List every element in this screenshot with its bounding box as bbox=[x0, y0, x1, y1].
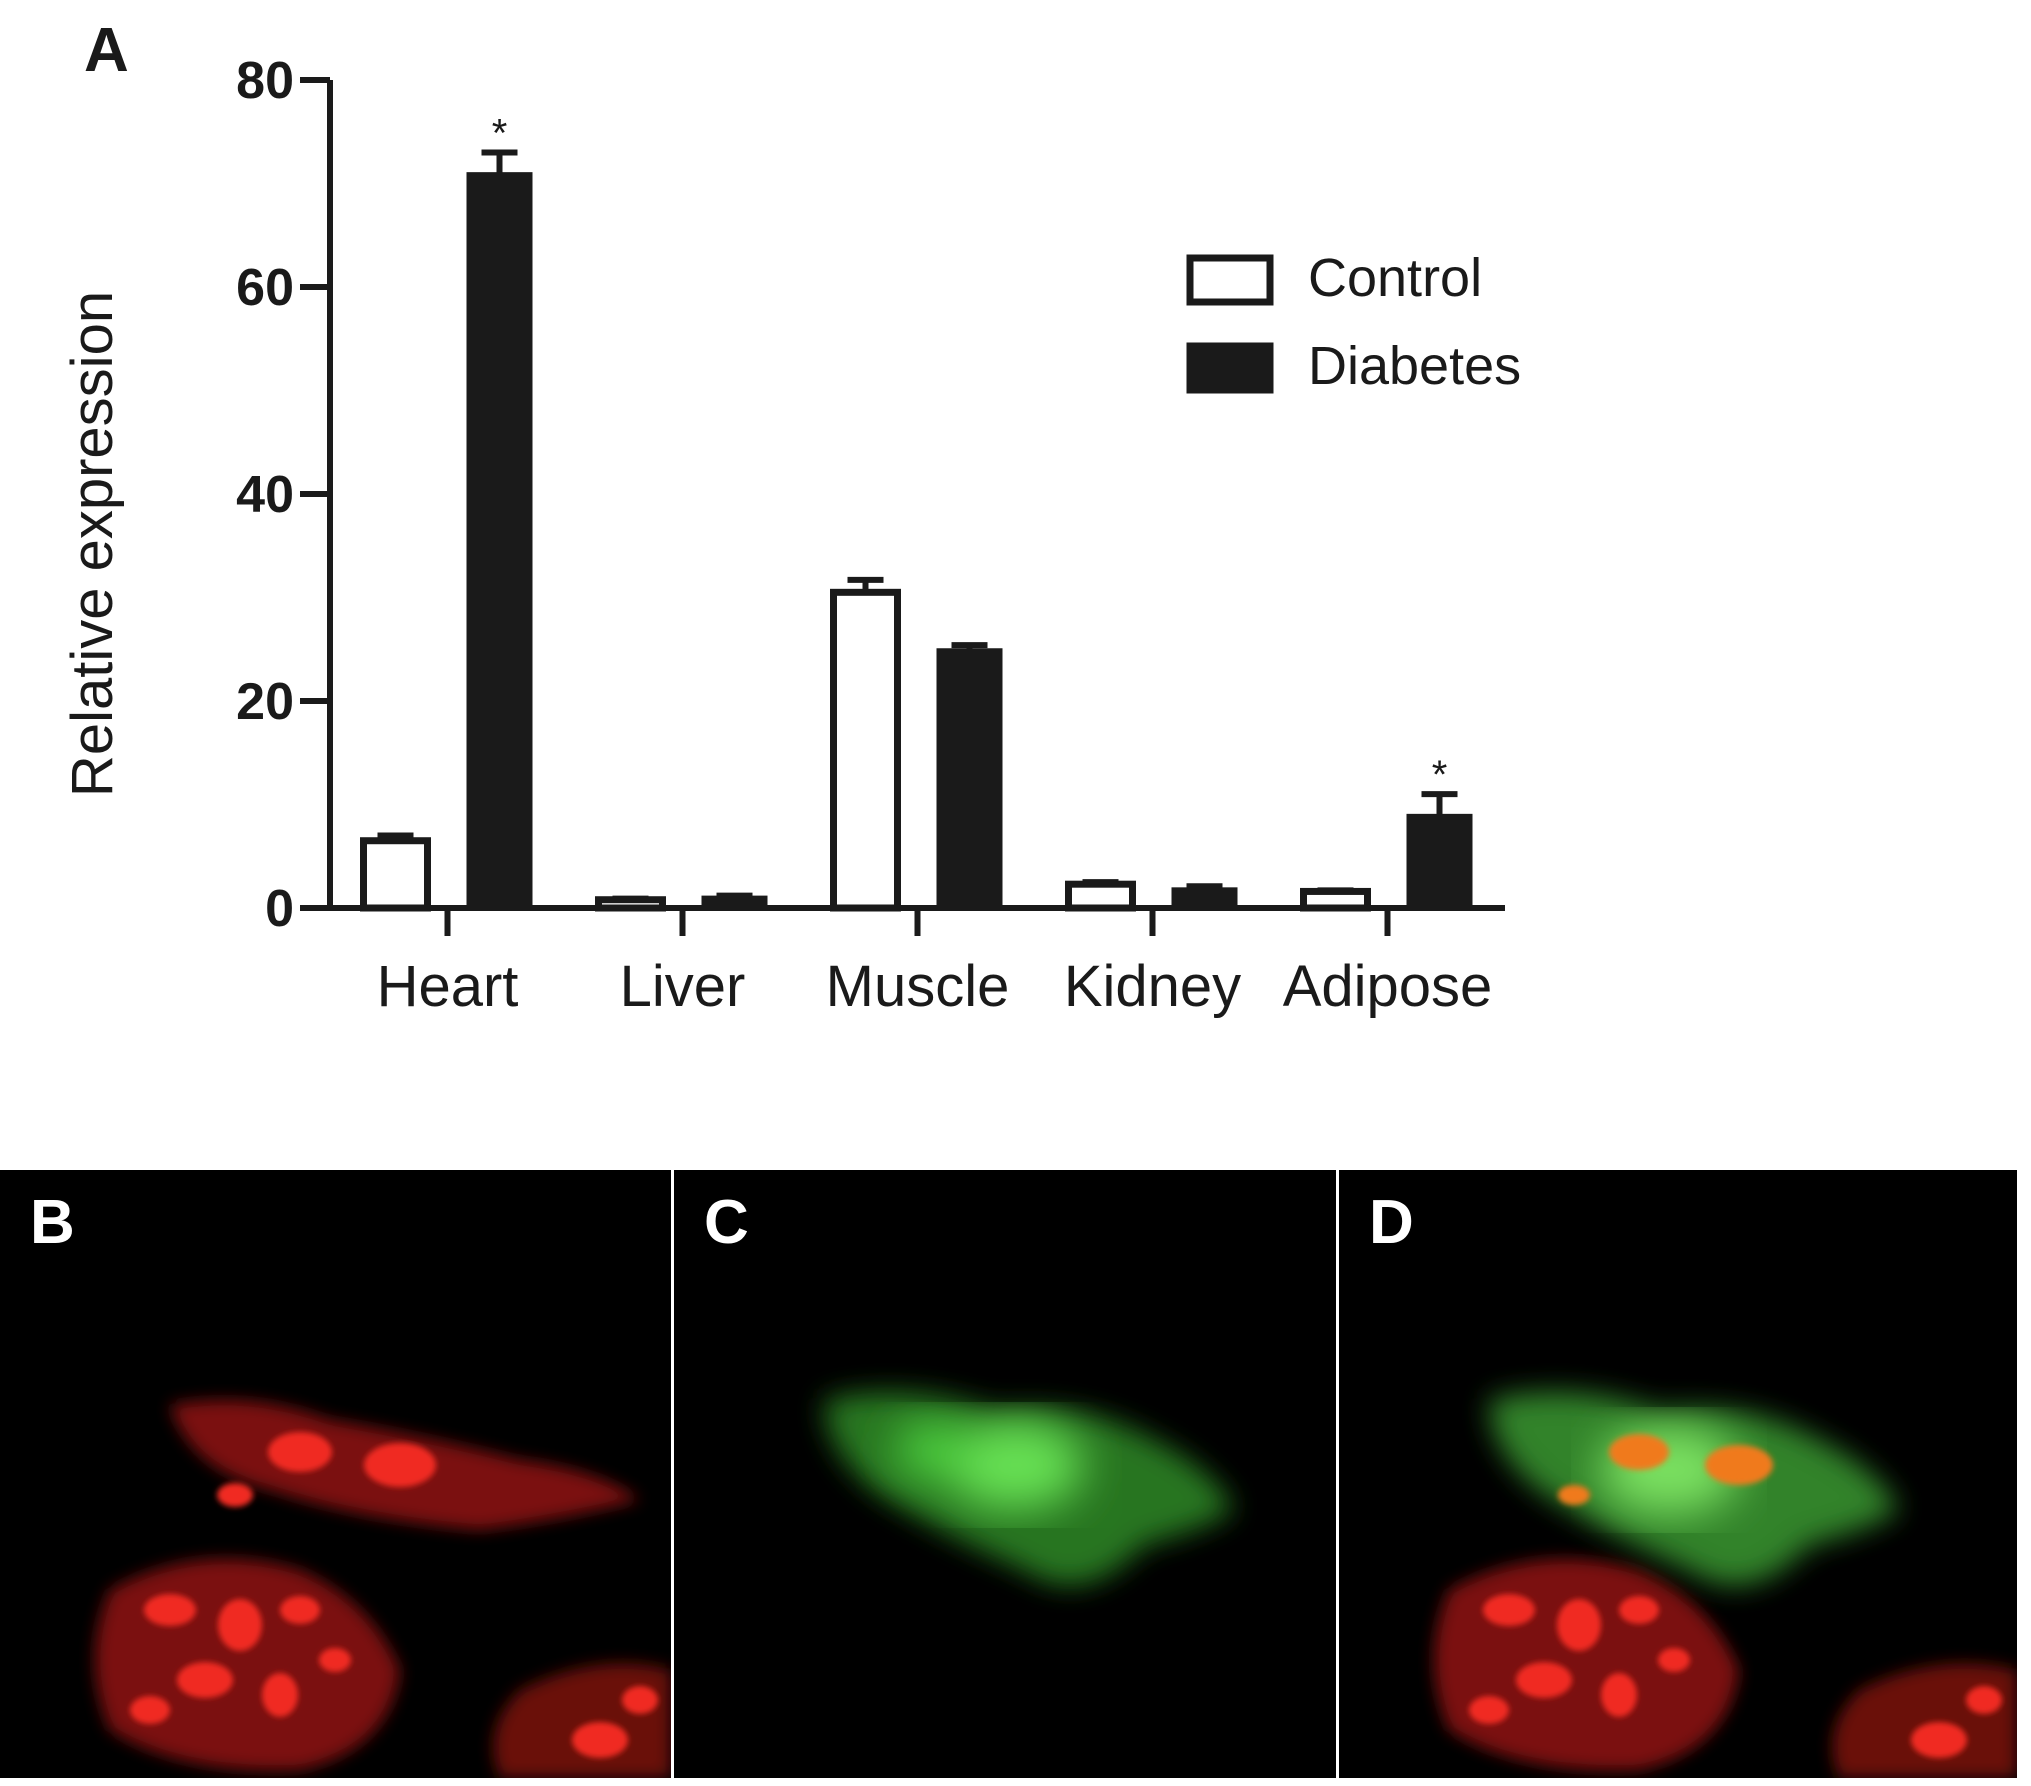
y-tick-label: 80 bbox=[236, 52, 294, 110]
panel-label-b: B bbox=[30, 1188, 75, 1257]
legend-label-control: Control bbox=[1308, 248, 1482, 308]
micrograph-merge: D bbox=[1339, 1170, 2017, 1778]
bar-control-adipose bbox=[1300, 887, 1371, 912]
micrograph-red-channel: B bbox=[0, 1170, 671, 1778]
significance-marker: * bbox=[492, 111, 508, 155]
panel-label-d: D bbox=[1369, 1188, 1414, 1257]
y-tick-label: 40 bbox=[236, 466, 294, 524]
bar-chart: 0 20 40 60 80 Relative expression Heart Liver Mu… bbox=[60, 52, 1521, 1019]
x-tick-label: Kidney bbox=[1064, 954, 1241, 1019]
micrograph-green-channel: C bbox=[674, 1170, 1336, 1778]
bar-control-liver bbox=[595, 896, 666, 912]
x-tick-label: Muscle bbox=[826, 954, 1010, 1019]
micrograph-image bbox=[1434, 1392, 2017, 1778]
bar-control-kidney bbox=[1065, 880, 1136, 912]
y-tick-label: 20 bbox=[236, 673, 294, 731]
panel-label-c: C bbox=[704, 1188, 749, 1257]
bar-control-heart bbox=[360, 837, 431, 912]
micrograph-image bbox=[824, 1392, 1234, 1586]
bar-diabetes-kidney bbox=[1171, 887, 1238, 910]
bar-diabetes-liver bbox=[701, 895, 768, 909]
panel-label-a: A bbox=[84, 16, 129, 85]
legend-swatch-control bbox=[1186, 254, 1274, 306]
bar-diabetes-heart bbox=[466, 172, 533, 909]
legend-swatch-diabetes bbox=[1186, 342, 1274, 394]
y-tick-label: 0 bbox=[265, 880, 294, 938]
y-tick-label: 60 bbox=[236, 259, 294, 317]
x-tick-label: Liver bbox=[620, 954, 746, 1019]
bar-control-muscle bbox=[830, 588, 901, 912]
micrograph-image bbox=[95, 1400, 671, 1778]
significance-marker: * bbox=[1432, 753, 1448, 797]
y-axis-label: Relative expression bbox=[60, 291, 125, 797]
bar-diabetes-adipose bbox=[1406, 813, 1473, 909]
x-tick-label: Adipose bbox=[1283, 954, 1493, 1019]
x-tick-label: Heart bbox=[377, 954, 519, 1019]
legend-label-diabetes: Diabetes bbox=[1308, 336, 1521, 396]
bar-diabetes-muscle bbox=[936, 648, 1003, 909]
